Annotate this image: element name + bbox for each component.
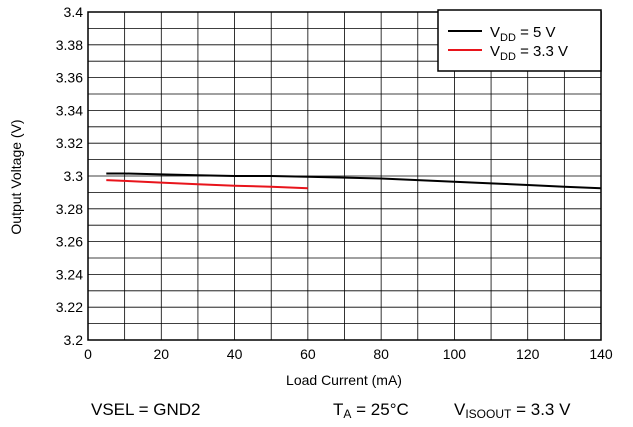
x-tick-label: 0: [84, 346, 92, 362]
condition-visoout: VISOOUT = 3.3 V: [454, 400, 571, 421]
y-tick-label: 3.28: [56, 201, 83, 217]
y-tick-label: 3.3: [64, 168, 84, 184]
legend-label-vdd-5v: VDD = 5 V: [490, 24, 556, 44]
y-tick-label: 3.36: [56, 70, 83, 86]
x-tick-label: 60: [300, 346, 316, 362]
y-tick-label: 3.4: [64, 4, 84, 20]
series-lines: [106, 172, 602, 190]
x-tick-label: 140: [589, 346, 613, 362]
y-axis-label: Output Voltage (V): [8, 119, 24, 234]
y-tick-label: 3.26: [56, 234, 83, 250]
x-tick-label: 80: [373, 346, 389, 362]
x-tick-label: 20: [153, 346, 169, 362]
plot-frame: [87, 11, 602, 341]
series-line-vdd-3v3: [106, 179, 308, 190]
condition-ambient-temp: TA = 25°C: [333, 400, 409, 421]
legend-box: [437, 9, 602, 72]
y-tick-labels: 3.2 3.22 3.24 3.26 3.28 3.3 3.32 3.34 3.36 3.38 3.…: [56, 4, 83, 348]
x-tick-labels: 0 20 40 60 80 100 120 140: [84, 346, 613, 362]
x-tick-label: 100: [443, 346, 467, 362]
x-axis-label: Load Current (mA): [286, 372, 402, 388]
x-tick-label: 120: [516, 346, 540, 362]
x-tick-label: 40: [227, 346, 243, 362]
y-tick-label: 3.22: [56, 299, 83, 315]
legend-label-vdd-3v3: VDD = 3.3 V: [490, 43, 568, 63]
line-chart: 3.2 3.22 3.24 3.26 3.28 3.3 3.32 3.34 3.36 3.38 3.…: [8, 4, 613, 388]
y-tick-label: 3.24: [56, 266, 83, 282]
series-line-vdd-5v: [106, 172, 602, 190]
y-tick-label: 3.2: [64, 332, 84, 348]
y-tick-label: 3.38: [56, 37, 83, 53]
condition-vsel: VSEL = GND2: [91, 400, 201, 419]
y-tick-label: 3.34: [56, 102, 83, 118]
legend: VDD = 5 V VDD = 3.3 V: [437, 9, 602, 72]
y-tick-label: 3.32: [56, 135, 83, 151]
